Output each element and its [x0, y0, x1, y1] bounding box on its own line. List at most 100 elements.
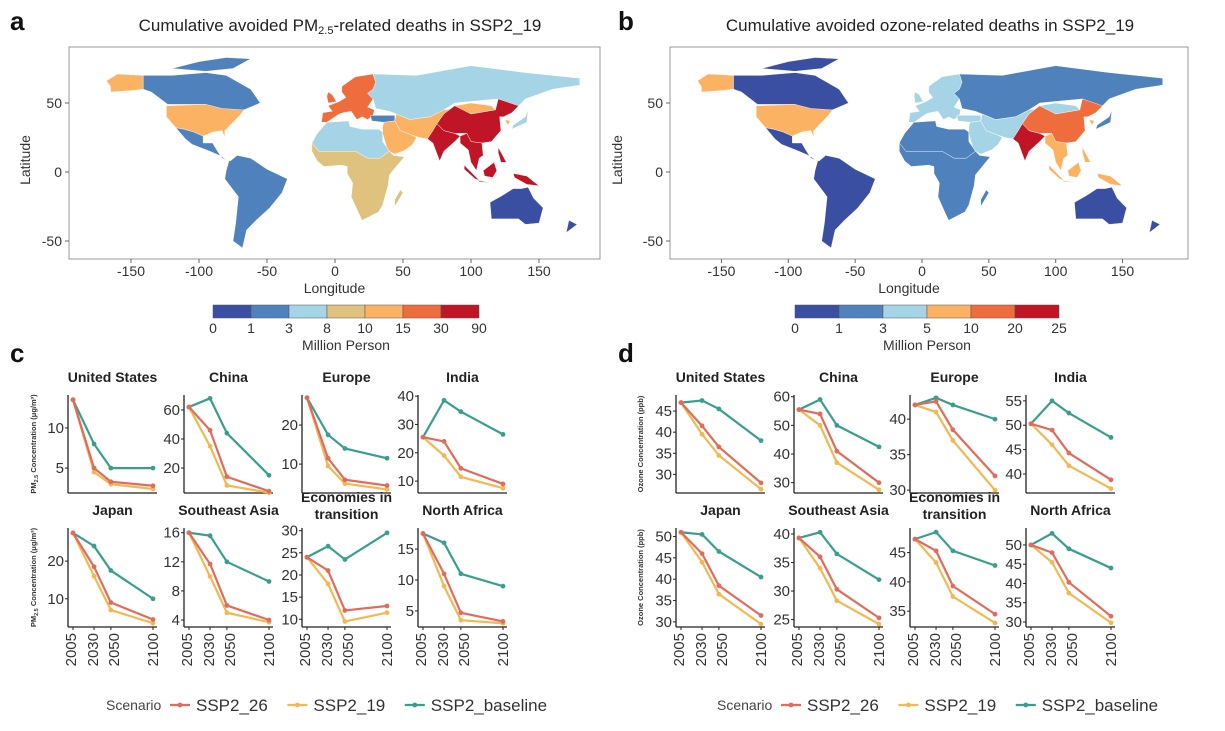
data-point-ssp2_26	[1108, 477, 1114, 483]
region-arctic	[171, 57, 252, 72]
series-line-ssp2_19	[798, 537, 880, 626]
facet-title: Economies in	[301, 489, 392, 505]
data-point-ssp2_19	[1108, 486, 1114, 492]
y-axis-label: Ozone Concentration (ppb)	[636, 395, 645, 492]
region-japan	[1095, 109, 1113, 130]
data-point-ssp2_baseline	[933, 395, 939, 401]
series-line-ssp2_baseline	[188, 396, 270, 477]
data-point-ssp2_baseline	[933, 529, 939, 535]
y-tick-label: 30	[773, 475, 790, 492]
y-tick-label: 45	[655, 403, 672, 420]
x-tick-label: 2030	[927, 633, 944, 666]
data-point-ssp2_baseline	[950, 548, 956, 554]
y-axis-label-subscript: 2.5	[34, 475, 40, 483]
facet-title: India	[1054, 369, 1087, 385]
data-point-ssp2_26	[108, 479, 114, 485]
data-point-ssp2_baseline	[150, 596, 156, 602]
y-axis-label-rest: Concentration (μg/m³)	[29, 527, 38, 608]
y-axis-label-subscript: 2.5	[34, 608, 40, 616]
series-line-ssp2_baseline	[72, 531, 154, 600]
series-line-ssp2_baseline	[680, 531, 762, 579]
series-line-ssp2_26	[798, 408, 880, 484]
data-point-ssp2_26	[834, 586, 840, 592]
data-point-ssp2_26	[70, 397, 76, 403]
y-tick-label: 30	[1005, 614, 1022, 631]
data-point-ssp2_26	[266, 617, 272, 623]
data-point-ssp2_26	[1108, 613, 1114, 619]
y-tick-label: 12	[163, 554, 180, 571]
series-line-ssp2_19	[305, 397, 388, 491]
data-point-ssp2_baseline	[384, 455, 390, 461]
x-tick-label: 2050	[456, 633, 473, 666]
legend-label: SSP2_19	[313, 696, 385, 715]
lat-tick-label: 0	[655, 164, 663, 180]
x-tick-label: 2005	[179, 633, 196, 666]
data-point-ssp2_19	[150, 620, 156, 626]
data-point-ssp2_26	[1066, 450, 1072, 456]
series-line-ssp2_26	[798, 537, 880, 619]
y-tick-label: 35	[655, 593, 672, 610]
data-point-ssp2_19	[91, 469, 97, 475]
colorbar-bin	[288, 304, 328, 319]
facet-title: Japan	[700, 502, 740, 518]
facet-india: India 40 45 50 55	[1005, 369, 1115, 494]
data-point-ssp2_baseline	[834, 551, 840, 557]
data-point-ssp2_26	[150, 483, 156, 489]
facet-china: China 30 40 50 60	[773, 369, 883, 494]
data-point-ssp2_26	[716, 583, 722, 589]
series-line-ssp2_baseline	[914, 530, 996, 567]
y-tick-label: 45	[655, 550, 672, 567]
lon-tick-label: -50	[257, 263, 277, 279]
y-tick-label: 5	[56, 460, 64, 477]
x-tick-label: 2100	[1103, 633, 1120, 666]
data-point-ssp2_baseline	[716, 406, 722, 412]
data-point-ssp2_baseline	[817, 529, 823, 535]
colorbar-bin	[794, 304, 840, 319]
map-ylabel: Latitude	[17, 135, 33, 185]
data-point-ssp2_26	[91, 465, 97, 471]
y-tick-label: 25	[281, 545, 298, 562]
data-point-ssp2_19	[384, 487, 390, 492]
data-point-ssp2_26	[186, 530, 192, 536]
data-point-ssp2_26	[699, 423, 705, 429]
lat-tick-label: 0	[54, 164, 62, 180]
region-australia	[1074, 186, 1127, 225]
y-tick-label: 10	[397, 572, 414, 589]
data-point-ssp2_26	[1049, 550, 1055, 556]
lon-tick-label: -100	[774, 263, 802, 279]
series-line-ssp2_baseline	[798, 531, 880, 581]
facet-united-states: United States 30 35 40 45 Ozone Concentration…	[636, 369, 765, 494]
colorbar-bin	[364, 304, 404, 319]
colorbar-break-label: 5	[923, 320, 931, 336]
data-point-ssp2_19	[1108, 620, 1114, 626]
colorbar-break-label: 15	[395, 320, 411, 336]
data-point-ssp2_baseline	[325, 543, 331, 549]
data-point-ssp2_26	[678, 400, 684, 406]
series-line-ssp2_26	[914, 538, 996, 616]
facet-title-line2: transition	[315, 506, 379, 522]
x-tick-label: 2050	[1064, 633, 1081, 666]
facet-europe: Europe 30 35 40	[889, 369, 999, 499]
data-point-ssp2_baseline	[108, 568, 114, 573]
data-point-ssp2_19	[342, 619, 348, 624]
data-point-ssp2_26	[500, 481, 506, 487]
y-tick-label: 10	[281, 456, 298, 473]
map-a: Cumulative avoided PM2.5-related deaths …	[17, 16, 601, 353]
series-line-ssp2_26	[306, 556, 388, 612]
series-line-ssp2_baseline	[1030, 399, 1112, 439]
data-point-ssp2_baseline	[224, 559, 230, 565]
facet-europe: Europe 10 20	[281, 369, 391, 494]
x-tick-label: 2100	[495, 633, 512, 666]
legend-key-point	[788, 702, 794, 708]
y-tick-label: 35	[655, 445, 672, 462]
data-point-ssp2_26	[933, 398, 939, 404]
series-line-ssp2_baseline	[306, 531, 388, 561]
lon-tick-label: 150	[1111, 263, 1135, 279]
region-sea	[459, 133, 484, 172]
data-point-ssp2_baseline	[266, 472, 272, 478]
data-point-ssp2_19	[342, 481, 348, 487]
data-point-ssp2_26	[342, 477, 348, 483]
lat-tick-label: -50	[42, 233, 62, 249]
region-africa	[899, 142, 991, 221]
x-tick-label: 2100	[145, 633, 162, 666]
